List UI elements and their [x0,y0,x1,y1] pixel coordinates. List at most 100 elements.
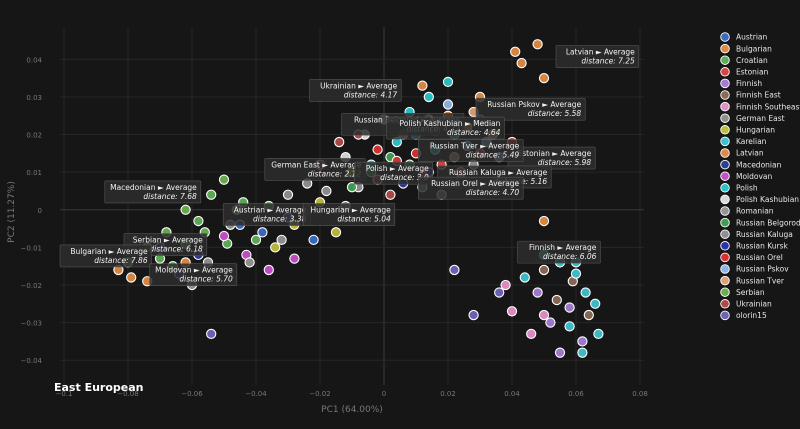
annotation-box [475,97,586,121]
data-point [564,321,575,332]
legend-item: Russian Pskov [720,264,789,274]
annotation-distance: distance: 5.49 [466,151,520,160]
data-point [538,264,550,276]
legend-item: Romanian [720,206,774,216]
annotation-box [149,263,238,286]
legend-item: Hungarian [720,125,775,135]
annotation-distance: distance: 5.58 [528,109,582,118]
annotation-title: Russian Kaluga ► Average [449,168,548,177]
data-point [532,39,543,50]
annotation-title: Ukrainian ► Average [320,81,398,90]
annotation-title: German East ► Average [271,160,361,169]
data-point [538,215,550,227]
data-point [372,144,383,155]
annotation-title: Moldovan ► Average [155,266,233,275]
x-axis-title: PC1 (64.00%) [321,405,383,415]
legend-item: Russian Kaluga [720,229,793,239]
legend-marker [720,229,730,239]
data-point [564,302,575,313]
data-point [423,91,434,103]
annotation-distance: distance: 7.68 [143,192,197,201]
data-point [583,309,594,321]
annotation-title: Serbian ► Average [133,236,203,245]
annotation-title: Russian Tver ► Average [430,142,520,151]
data-point [545,317,556,328]
data-point [570,268,582,279]
legend-item: German East [720,113,785,123]
legend-marker [720,125,730,135]
legend-marker [720,78,730,89]
annotation-box [302,203,396,226]
annotation-box [59,244,152,268]
data-point [270,242,281,253]
data-point [590,298,601,309]
legend-item: Serbian [720,287,765,297]
data-point [554,347,566,358]
annotation-box [418,176,524,200]
y-tick-label: 0.02 [26,132,42,140]
legend-marker [720,113,730,123]
x-tick-label: −0.08 [117,390,138,398]
annotation-box [354,161,434,185]
legend-marker [720,101,730,112]
data-point [580,287,591,298]
legend-label: Finnish Southeast [736,102,800,111]
legend-item: Finnish Southeast [720,101,800,112]
legend-label: Russian Kaluga [736,230,793,239]
legend-item: Ukrainian [720,299,772,309]
legend-item: Bulgarian [720,43,772,54]
data-point [346,182,358,193]
legend-item: Polish [720,183,758,193]
data-point [442,76,454,88]
data-point [510,46,521,57]
legend-marker [720,171,730,181]
data-point [206,189,217,200]
data-point [330,227,342,238]
legend-label: olorin15 [736,311,767,320]
data-point [538,309,550,321]
legend-marker [720,159,730,170]
data-point [334,136,345,148]
annotation-box [309,79,402,102]
x-tick-label: −0.04 [245,390,267,398]
data-point [257,227,268,238]
legend-marker [720,55,730,65]
x-tick-label: 0.04 [504,390,520,398]
data-point [244,257,255,268]
legend: Austrian Bulgarian Croatian Estonian Finnish… [720,32,800,321]
data-point [519,272,530,283]
legend-label: Russian Orel [736,253,783,262]
annotation-distance: distance: 4.64 [447,128,501,137]
x-tick-label: −0.1 [56,390,73,398]
legend-label: Moldovan [736,172,773,181]
y-tick-label: 0.01 [26,169,42,177]
legend-label: Romanian [736,207,774,216]
y-axis-ticks: −0.04 −0.03 −0.02 −0.01 0 0.01 0.02 0.03 0.04 [21,56,43,365]
annotation-box [104,180,202,204]
data-point [526,328,537,340]
annotation-distance: distance: 3.0 [380,173,429,182]
region-title: East European [54,381,144,394]
legend-marker [720,299,730,309]
annotation-title: Bulgarian ► Average [70,247,148,256]
data-point [218,174,230,185]
legend-label: Austrian [736,33,767,42]
legend-item: Russian Kursk [720,241,789,251]
data-point [577,347,588,358]
legend-item: Estonian [720,67,769,77]
data-point [577,336,588,347]
legend-item: Russian Belgorod [720,217,800,228]
legend-label: Russian Kursk [736,242,789,251]
x-axis-ticks: −0.1 −0.08 −0.06 −0.04 −0.02 0 0.02 0.04 0.06 0.0… [56,390,648,398]
data-point [250,234,262,245]
annotation-box [386,116,505,140]
